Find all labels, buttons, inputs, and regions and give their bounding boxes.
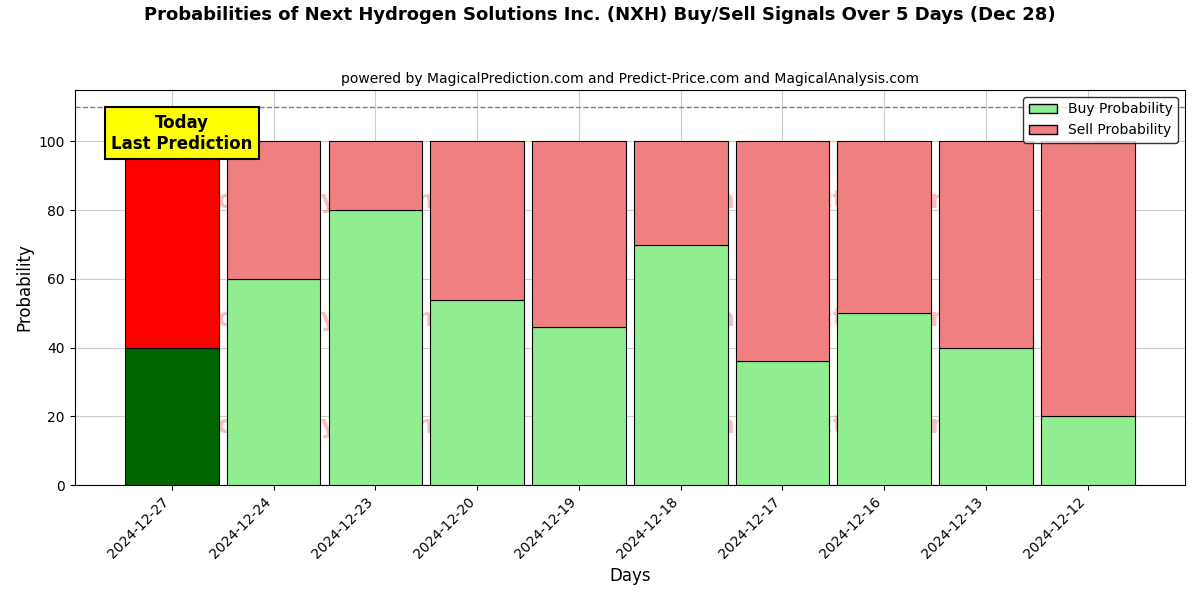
Bar xyxy=(329,142,422,210)
Text: Today
Last Prediction: Today Last Prediction xyxy=(112,114,253,153)
Bar xyxy=(1040,416,1134,485)
Text: MagicalPrediction.com: MagicalPrediction.com xyxy=(636,414,958,438)
Y-axis label: Probability: Probability xyxy=(16,244,34,331)
Bar xyxy=(736,361,829,485)
Bar xyxy=(329,210,422,485)
Bar xyxy=(227,279,320,485)
Text: MagicalPrediction.com: MagicalPrediction.com xyxy=(636,307,958,331)
Bar xyxy=(125,142,218,347)
Legend: Buy Probability, Sell Probability: Buy Probability, Sell Probability xyxy=(1024,97,1178,143)
Bar xyxy=(634,245,727,485)
Text: MagicalAnalysis.com: MagicalAnalysis.com xyxy=(150,307,444,331)
Bar xyxy=(838,142,931,313)
Text: MagicalAnalysis.com: MagicalAnalysis.com xyxy=(150,414,444,438)
Bar xyxy=(634,142,727,245)
Bar xyxy=(431,142,524,299)
Title: powered by MagicalPrediction.com and Predict-Price.com and MagicalAnalysis.com: powered by MagicalPrediction.com and Pre… xyxy=(341,72,919,86)
Text: Probabilities of Next Hydrogen Solutions Inc. (NXH) Buy/Sell Signals Over 5 Days: Probabilities of Next Hydrogen Solutions… xyxy=(144,6,1056,24)
Bar xyxy=(1040,142,1134,416)
Bar xyxy=(940,347,1033,485)
Bar xyxy=(532,142,625,327)
Bar xyxy=(736,142,829,361)
Bar xyxy=(838,313,931,485)
Bar xyxy=(431,299,524,485)
Bar xyxy=(227,142,320,279)
Bar xyxy=(125,347,218,485)
Text: MagicalAnalysis.com: MagicalAnalysis.com xyxy=(150,188,444,212)
Bar xyxy=(532,327,625,485)
Bar xyxy=(940,142,1033,347)
Text: MagicalPrediction.com: MagicalPrediction.com xyxy=(636,188,958,212)
X-axis label: Days: Days xyxy=(610,567,650,585)
